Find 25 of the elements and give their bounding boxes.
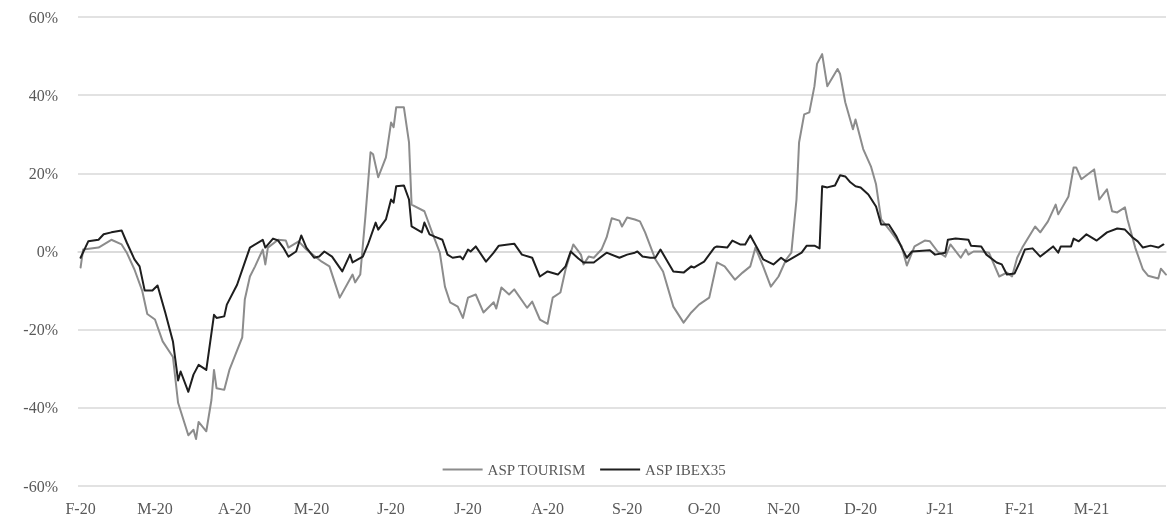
y-tick-label: -20% — [23, 321, 58, 339]
x-tick-label: M-21 — [1073, 499, 1110, 516]
y-tick-label: -40% — [23, 399, 58, 417]
y-tick-label: 40% — [28, 86, 58, 104]
x-tick-label: J-20 — [377, 499, 405, 516]
x-tick-label: F-20 — [65, 499, 96, 516]
x-tick-label: A-20 — [218, 499, 251, 516]
x-tick-label: M-20 — [137, 499, 173, 516]
x-tick-label: N-20 — [767, 499, 801, 516]
x-tick-label: J-20 — [454, 499, 482, 516]
x-tick-label: S-20 — [612, 499, 643, 516]
x-tick-label: D-20 — [844, 499, 878, 516]
legend-label: ASP IBEX35 — [645, 461, 726, 478]
x-tick-label: O-20 — [687, 499, 721, 516]
x-tick-label: M-20 — [293, 499, 330, 516]
y-tick-label: 0% — [36, 243, 58, 260]
y-tick-label: 20% — [28, 164, 58, 182]
x-tick-label: J-21 — [926, 499, 954, 516]
x-tick-label: F-21 — [1004, 499, 1035, 516]
y-tick-label: 60% — [28, 8, 58, 26]
legend-label: ASP TOURISM — [487, 461, 586, 478]
line-series — [79, 174, 1165, 393]
line-series — [79, 53, 1167, 441]
y-tick-label: -60% — [23, 477, 58, 495]
x-tick-label: A-20 — [531, 499, 565, 516]
